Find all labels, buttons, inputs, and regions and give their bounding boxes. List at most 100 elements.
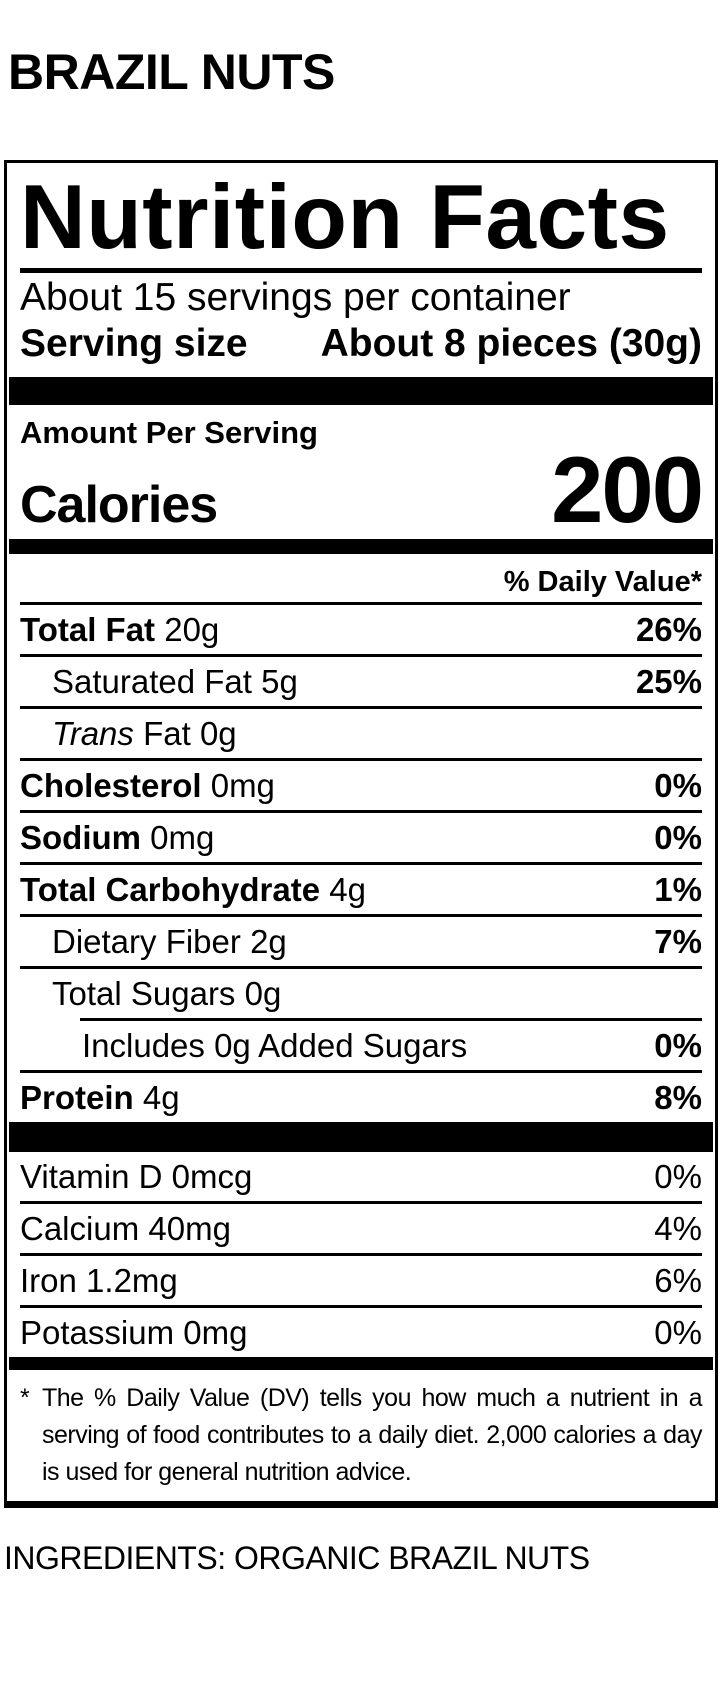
nutrient-name: Total Sugars	[52, 975, 236, 1013]
nutrient-name-amount: Total Carbohydrate 4g	[20, 865, 366, 914]
label-title: Nutrition Facts	[20, 167, 670, 268]
nutrient-name: Dietary Fiber	[52, 923, 241, 961]
nutrient-row-total-fat: Total Fat 20g 26%	[20, 605, 702, 654]
divider	[20, 758, 702, 762]
nutrient-amount: 0mcg	[171, 1158, 253, 1196]
nutrient-name-amount: Protein 4g	[20, 1073, 180, 1122]
divider	[20, 966, 702, 970]
nutrient-amount: 4g	[329, 871, 366, 909]
nutrient-dv: 0%	[654, 819, 702, 857]
nutrient-row-saturated-fat: Saturated Fat 5g 25%	[20, 657, 702, 706]
daily-value-header: % Daily Value*	[503, 566, 702, 599]
nutrient-name: Fat	[143, 715, 191, 753]
divider-indented	[80, 1018, 702, 1022]
micronutrient-row-vitamin-d: Vitamin D 0mcg 0%	[20, 1152, 702, 1201]
divider	[20, 810, 702, 814]
nutrient-dv: 4%	[654, 1210, 702, 1248]
nutrient-dv: 25%	[635, 663, 702, 701]
divider	[20, 706, 702, 710]
nutrient-row-total-carbohydrate: Total Carbohydrate 4g 1%	[20, 865, 702, 914]
footnote-asterisk: *	[20, 1384, 30, 1413]
nutrient-row-total-sugars: Total Sugars 0g	[20, 969, 702, 1018]
nutrient-name: Sodium	[20, 819, 141, 857]
nutrient-dv: 0%	[654, 1314, 702, 1352]
nutrient-name-amount: Sodium 0mg	[20, 813, 214, 862]
servings-per-container: About 15 servings per container	[20, 276, 571, 320]
nutrient-name-amount: Cholesterol 0mg	[20, 761, 275, 810]
page: BRAZIL NUTS Nutrition Facts About 15 ser…	[0, 44, 722, 1578]
nutrient-dv: 26%	[635, 611, 702, 649]
nutrient-name-amount: Iron 1.2mg	[20, 1256, 178, 1305]
nutrient-name: Calcium	[20, 1210, 140, 1248]
nutrient-dv: 0%	[654, 1027, 702, 1065]
calories-row: Calories 200	[20, 437, 704, 543]
serving-size-label: Serving size	[20, 322, 248, 366]
nutrient-name: Potassium	[20, 1314, 175, 1352]
nutrient-name: Vitamin D	[20, 1158, 163, 1196]
micronutrient-row-potassium: Potassium 0mg 0%	[20, 1308, 702, 1357]
divider	[20, 654, 702, 658]
daily-value-footnote: * The % Daily Value (DV) tells you how m…	[20, 1380, 703, 1491]
nutrient-row-trans-fat: Trans Fat 0g	[20, 709, 702, 758]
nutrition-facts-label: Nutrition Facts About 15 servings per co…	[4, 160, 718, 1509]
ingredients-line: INGREDIENTS: ORGANIC BRAZIL NUTS	[4, 1540, 590, 1577]
medium-separator-bar	[9, 1357, 713, 1371]
micronutrient-row-iron: Iron 1.2mg 6%	[20, 1256, 702, 1305]
nutrient-amount: 40mg	[148, 1210, 231, 1248]
nutrient-dv: 8%	[654, 1079, 702, 1117]
nutrient-name: Includes 0g Added Sugars	[82, 1027, 468, 1065]
nutrient-name: Iron	[20, 1262, 77, 1300]
divider	[20, 862, 702, 866]
nutrient-dv: 6%	[654, 1262, 702, 1300]
nutrient-name-amount: Saturated Fat 5g	[20, 657, 298, 706]
product-title: BRAZIL NUTS	[8, 44, 335, 100]
calories-label: Calories	[20, 476, 218, 535]
nutrient-amount: 1.2mg	[86, 1262, 178, 1300]
divider	[20, 602, 702, 606]
nutrient-amount: 0mg	[150, 819, 215, 857]
nutrient-name-amount: Total Sugars 0g	[20, 969, 281, 1018]
nutrient-amount: 0g	[244, 975, 282, 1013]
nutrient-name-italic: Trans	[52, 715, 134, 753]
nutrient-name-amount: Trans Fat 0g	[20, 709, 237, 758]
nutrient-row-cholesterol: Cholesterol 0mg 0%	[20, 761, 702, 810]
divider	[20, 1305, 702, 1309]
serving-size-row: Serving size About 8 pieces (30g)	[20, 321, 702, 367]
divider	[20, 1070, 702, 1074]
nutrient-dv: 1%	[654, 871, 702, 909]
nutrient-amount: 20g	[164, 611, 220, 649]
amount-per-serving-label: Amount Per Serving	[20, 415, 318, 451]
nutrient-row-protein: Protein 4g 8%	[20, 1073, 702, 1122]
nutrient-amount: 0mg	[183, 1314, 248, 1352]
nutrient-amount: 0g	[199, 715, 237, 753]
divider	[20, 1201, 702, 1205]
nutrient-name: Total Fat	[20, 611, 156, 649]
nutrient-dv: 7%	[654, 923, 702, 961]
nutrient-row-added-sugars: Includes 0g Added Sugars 0%	[20, 1021, 702, 1070]
serving-size-value: About 8 pieces (30g)	[320, 322, 702, 366]
nutrient-name: Protein	[20, 1079, 134, 1117]
nutrient-name-amount: Includes 0g Added Sugars	[20, 1021, 467, 1070]
nutrient-name-amount: Vitamin D 0mcg	[20, 1152, 252, 1201]
nutrient-name-amount: Dietary Fiber 2g	[20, 917, 287, 966]
divider	[20, 1253, 702, 1257]
nutrient-dv: 0%	[654, 767, 702, 805]
nutrient-name: Cholesterol	[20, 767, 202, 805]
nutrient-name: Total Carbohydrate	[20, 871, 321, 909]
nutrient-amount: 0mg	[210, 767, 275, 805]
nutrient-amount: 2g	[250, 923, 287, 961]
nutrient-row-sodium: Sodium 0mg 0%	[20, 813, 702, 862]
nutrient-name-amount: Total Fat 20g	[20, 605, 219, 654]
thick-separator-bar	[9, 377, 713, 406]
footnote-text: The % Daily Value (DV) tells you how muc…	[42, 1384, 703, 1487]
calories-value: 200	[551, 437, 704, 543]
nutrient-name-amount: Potassium 0mg	[20, 1308, 247, 1357]
medium-separator-bar	[9, 539, 713, 555]
nutrient-name: Saturated Fat	[52, 663, 252, 701]
nutrient-dv: 0%	[654, 1158, 702, 1196]
nutrient-row-dietary-fiber: Dietary Fiber 2g 7%	[20, 917, 702, 966]
divider	[20, 914, 702, 918]
nutrient-name-amount: Calcium 40mg	[20, 1204, 231, 1253]
micronutrient-row-calcium: Calcium 40mg 4%	[20, 1204, 702, 1253]
nutrient-amount: 4g	[142, 1079, 180, 1117]
